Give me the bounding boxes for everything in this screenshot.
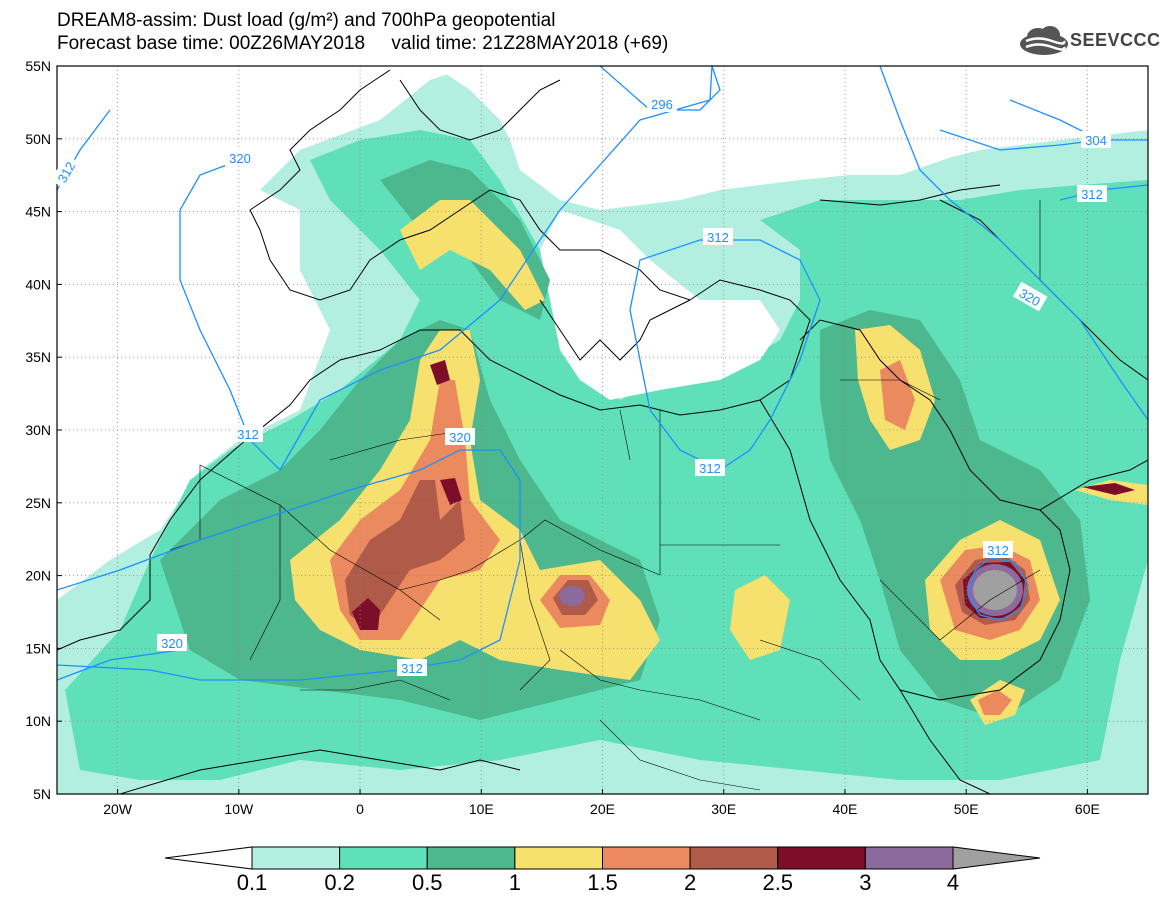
lon-tick-label: 60E (1075, 801, 1100, 817)
colorbar-segment (777, 846, 866, 870)
dust-level-1.5-somalia (978, 690, 1012, 715)
dust-level-2 (345, 480, 465, 630)
contour-label: 312 (983, 541, 1013, 558)
svg-text:312: 312 (699, 461, 721, 476)
svg-text:312: 312 (987, 543, 1009, 558)
lon-tick-label: 20W (103, 801, 133, 817)
svg-text:320: 320 (449, 430, 471, 445)
lon-tick-label: 50E (954, 801, 979, 817)
colorbar-label: 1.5 (587, 870, 618, 895)
colorbar-segment (689, 846, 779, 870)
lon-tick-label: 10W (224, 801, 254, 817)
colorbar-label: 2 (684, 870, 697, 895)
clear-region-europe (440, 66, 1000, 200)
contour-label: 320 (225, 149, 255, 166)
dust-level-1-alps (400, 200, 545, 310)
dust-level-3-chad (559, 586, 585, 606)
lat-tick-label: 35N (25, 349, 51, 365)
contour-label: 296 (647, 95, 677, 112)
contour-label: 304 (1081, 131, 1111, 148)
dust-level-2.5 (352, 598, 380, 630)
colorbar (164, 846, 1041, 870)
colorbar-over-triangle (952, 846, 1041, 870)
lat-tick-label: 45N (25, 204, 51, 220)
dust-level-2.5-b (440, 478, 462, 505)
clear-region-med (540, 210, 780, 400)
colorbar-label: 0.5 (411, 870, 443, 895)
lat-tick-label: 25N (25, 495, 51, 511)
svg-text:320: 320 (161, 636, 183, 651)
map-subtitle: Forecast base time: 00Z26MAY2018 valid t… (57, 33, 669, 54)
lon-tick-label: 20E (590, 801, 615, 817)
colorbar-label: 4 (946, 870, 960, 895)
svg-text:312: 312 (237, 427, 259, 442)
dust-level-4-east (973, 570, 1017, 610)
colorbar-under-triangle (164, 846, 253, 870)
colorbar-segment (251, 846, 341, 870)
logo-text: SEEVCCC (1070, 30, 1161, 50)
cloud-logo-icon (1020, 26, 1068, 55)
svg-text:296: 296 (651, 97, 673, 112)
svg-text:312: 312 (707, 230, 729, 245)
dust-level-2.5-d (1082, 483, 1135, 495)
dust-level-2.5-c (430, 360, 450, 385)
colorbar-segment (426, 846, 516, 870)
lon-tick-label: 0 (356, 801, 364, 817)
lat-tick-label: 10N (25, 713, 51, 729)
colorbar-segment (602, 846, 691, 870)
contour-label: 320 (157, 634, 187, 651)
lat-tick-label: 5N (33, 786, 51, 802)
colorbar-label: 3 (859, 870, 872, 895)
map-title: DREAM8-assim: Dust load (g/m²) and 700hP… (57, 10, 556, 31)
lat-tick-label: 30N (25, 422, 51, 438)
country-borders (169, 200, 1041, 791)
lat-tick-label: 50N (25, 131, 51, 147)
svg-text:320: 320 (229, 151, 251, 166)
lon-tick-label: 10E (469, 801, 494, 817)
axis-labels: 55N 50N 45N 40N 35N 30N 25N 20N 15N 10N 5N 20W 10W 0 1… (25, 58, 1100, 817)
lon-tick-label: 30E (711, 801, 736, 817)
lat-tick-label: 15N (25, 640, 51, 656)
colorbar-label: 2.5 (762, 870, 794, 895)
contour-label: 312 (703, 228, 733, 245)
contour-label: 312 (397, 659, 427, 676)
contour-label: 320 (445, 428, 475, 445)
colorbar-segment (514, 846, 603, 870)
dust-field (57, 66, 1148, 794)
lon-tick-label: 40E (832, 801, 857, 817)
lat-tick-label: 20N (25, 568, 51, 584)
svg-text:304: 304 (1085, 133, 1107, 148)
lat-tick-label: 40N (25, 276, 51, 292)
contour-label: 312 (695, 459, 725, 476)
colorbar-segment (864, 846, 954, 870)
contour-label: 312 (233, 425, 263, 442)
lat-tick-label: 55N (25, 58, 51, 74)
dust-level-1.5-arabia (880, 360, 915, 430)
colorbar-segment (339, 846, 428, 870)
colorbar-label: 1 (508, 870, 521, 895)
svg-text:312: 312 (1081, 187, 1103, 202)
svg-text:312: 312 (401, 661, 423, 676)
colorbar-label: 0.2 (324, 870, 355, 895)
dust-level-1-sudan (730, 575, 790, 660)
contour-label: 312 (1077, 185, 1107, 202)
colorbar-label: 0.1 (236, 870, 268, 895)
